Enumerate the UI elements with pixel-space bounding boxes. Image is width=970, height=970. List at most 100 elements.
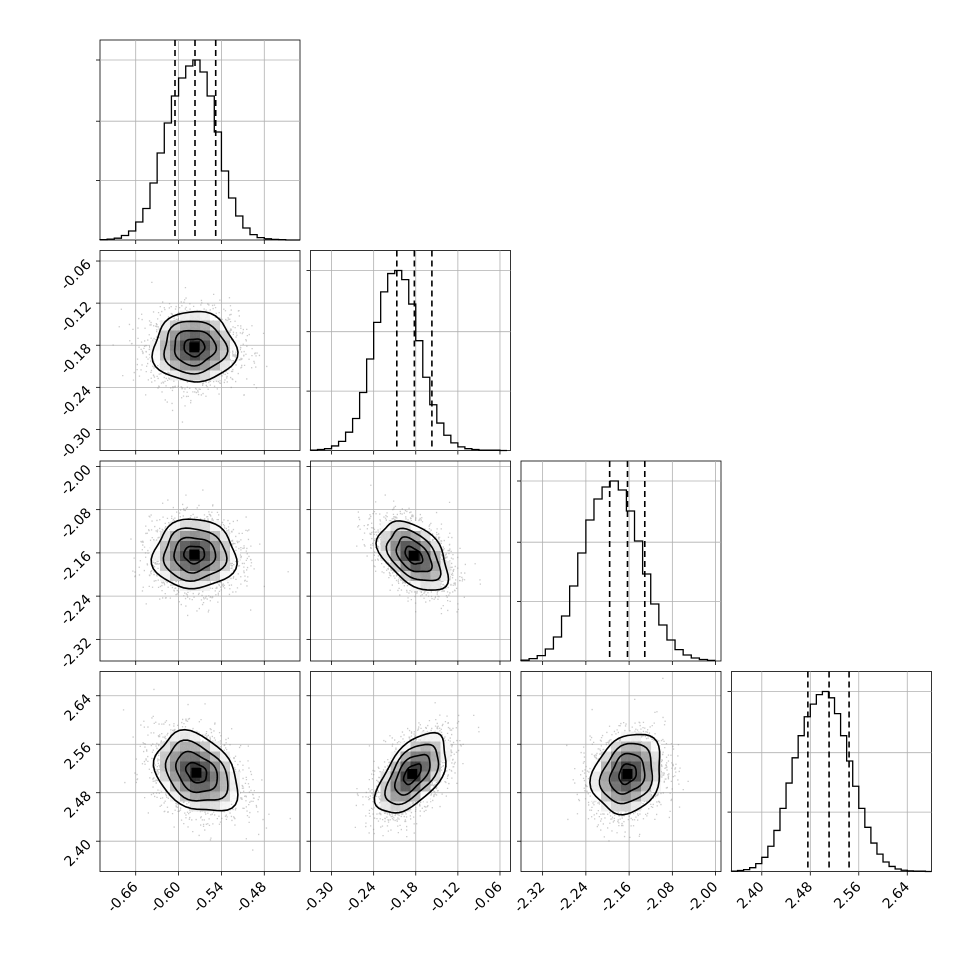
density-cell xyxy=(200,791,210,802)
hist-panel-2 xyxy=(517,460,722,662)
joint-panel-2-3 xyxy=(520,671,722,872)
density-cell xyxy=(170,350,180,361)
contour-2 xyxy=(385,527,442,582)
density-cell xyxy=(160,741,170,752)
density-cell xyxy=(651,781,661,792)
density-cell xyxy=(210,541,220,551)
density-cell xyxy=(180,761,190,772)
density-cell xyxy=(190,310,200,321)
density-cell xyxy=(420,531,431,541)
joint-frame xyxy=(99,250,301,451)
joint-frame xyxy=(99,460,301,662)
density-cell xyxy=(220,551,230,561)
contour-1 xyxy=(173,329,218,367)
xtick-label: -2.08 xyxy=(641,879,678,916)
density-cell xyxy=(210,521,220,531)
density-cell xyxy=(601,791,611,802)
density-cell xyxy=(180,551,190,561)
density-cell xyxy=(230,791,240,802)
contour-3 xyxy=(151,310,239,383)
xtick-label: -0.54 xyxy=(190,879,227,916)
density-cell xyxy=(631,751,641,762)
density-cell xyxy=(190,581,200,591)
density-cell xyxy=(230,781,240,792)
density-cell xyxy=(420,571,431,581)
density-cell xyxy=(641,791,651,802)
density-cell xyxy=(400,531,411,541)
density-cell xyxy=(210,370,220,381)
density-cell xyxy=(631,741,641,752)
peak-cell xyxy=(407,768,418,779)
density-cell xyxy=(611,741,621,752)
density-cell xyxy=(400,751,411,762)
density-cell xyxy=(601,751,611,762)
density-cell xyxy=(601,771,611,782)
density-cell xyxy=(631,731,641,742)
density-cell xyxy=(220,771,230,782)
contour-2 xyxy=(384,743,440,806)
contour-2 xyxy=(598,742,654,805)
density-cell xyxy=(200,310,210,321)
density-cell xyxy=(200,741,210,752)
density-cell xyxy=(390,561,401,571)
peak-cell xyxy=(622,768,633,779)
density-cell xyxy=(220,571,230,581)
density-cell xyxy=(200,360,210,371)
density-cell xyxy=(180,731,190,742)
contour-1 xyxy=(395,536,433,573)
density-cell xyxy=(430,741,441,752)
density-cell xyxy=(420,741,431,752)
density-cell xyxy=(210,791,220,802)
density-cell xyxy=(190,741,200,752)
density-cell xyxy=(210,561,220,571)
density-cell xyxy=(631,761,641,772)
xtick-label: -2.00 xyxy=(684,879,721,916)
xtick-label: -2.32 xyxy=(512,879,549,916)
ytick-label: -2.08 xyxy=(58,505,95,542)
density-cell xyxy=(220,330,230,341)
ytick-label: 2.48 xyxy=(61,788,94,821)
xtick-label: -0.60 xyxy=(147,879,184,916)
density-cell xyxy=(160,751,170,762)
density-cell xyxy=(380,771,391,782)
density-cell xyxy=(180,521,190,531)
density-cell xyxy=(380,541,391,551)
density-cell xyxy=(621,791,631,802)
density-cell xyxy=(160,781,170,792)
density-cell xyxy=(440,571,451,581)
density-cell xyxy=(170,781,180,792)
density-cell xyxy=(160,330,170,341)
xtick-label: -2.16 xyxy=(598,879,635,916)
density-cell xyxy=(170,771,180,782)
density-cell xyxy=(430,761,441,772)
ytick-label: 2.40 xyxy=(61,837,94,870)
density-cell xyxy=(220,761,230,772)
density-cell xyxy=(621,741,631,752)
density-cell xyxy=(631,791,641,802)
ytick-label: -0.30 xyxy=(58,425,95,462)
density-cell xyxy=(170,370,180,381)
density-cell xyxy=(440,741,451,752)
density-cell xyxy=(420,751,431,762)
density-cell xyxy=(210,741,220,752)
contour-3 xyxy=(152,728,239,812)
density-cell xyxy=(200,561,210,571)
density-cell xyxy=(220,541,230,551)
density-cell xyxy=(651,751,661,762)
density-cell xyxy=(180,751,190,762)
contour-1 xyxy=(608,752,646,795)
density-cell xyxy=(200,761,210,772)
density-cell xyxy=(410,561,421,571)
contour-2 xyxy=(164,739,229,802)
joint-panel-1-3 xyxy=(310,671,511,872)
ytick-label: -0.06 xyxy=(58,256,95,293)
density-cell xyxy=(621,761,631,772)
density-cell xyxy=(160,541,170,551)
density-cell xyxy=(591,781,601,792)
density-cell xyxy=(651,761,661,772)
ytick-label: -2.16 xyxy=(58,548,95,585)
contour-2 xyxy=(162,527,228,583)
density-cell xyxy=(220,340,230,351)
density-cell xyxy=(641,741,651,752)
